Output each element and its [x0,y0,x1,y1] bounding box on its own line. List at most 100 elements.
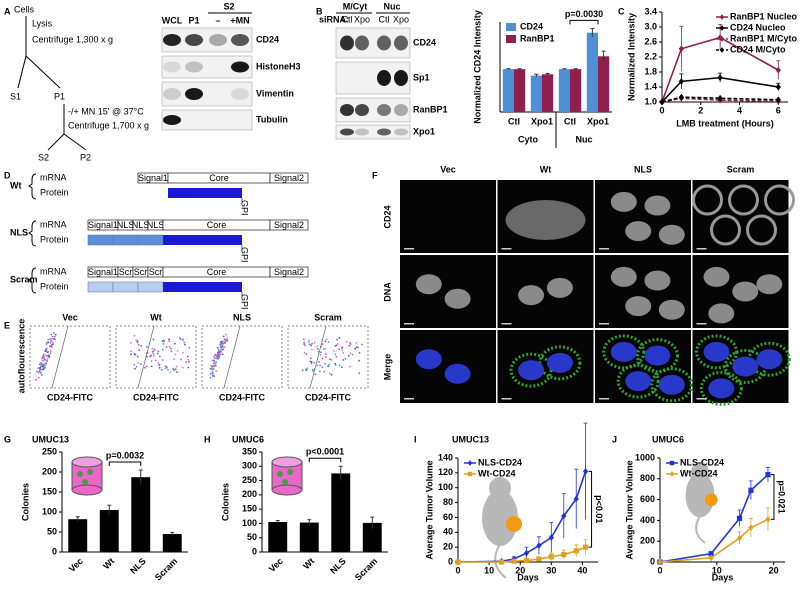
y-tick-label: 150 [242,504,257,514]
flow-dot [220,348,223,351]
scale-bar [501,323,512,325]
chart-title: UMUC6 [652,434,684,444]
flow-dot [223,346,226,348]
flow-dot [37,376,40,379]
flow-dot [213,365,216,367]
y-tick-label: 300 [242,461,257,471]
flow-dot [209,372,212,375]
y-tick-label: 250 [242,475,257,485]
cell-stain [710,214,741,246]
flow-dot [303,343,306,346]
brace [28,220,37,247]
flow-dot [345,340,348,343]
scheme-line [63,133,87,151]
nucleus [644,270,671,291]
flow-x-label: CD24-FITC [133,392,180,402]
flow-dot [308,341,310,343]
flow-dot [165,346,168,348]
marker [678,45,684,53]
blot-lane: +MN [230,15,249,25]
flow-dot [53,332,55,334]
blot-band [163,61,181,73]
dish-colony [77,471,83,477]
flow-dot [157,350,160,352]
marker [536,556,542,562]
flow-dot [327,341,330,343]
image-row: CD24 [382,205,392,228]
dish-icon [71,456,103,468]
flow-dot [217,351,219,354]
flow-dot [42,364,45,367]
significance-bracket [308,457,342,463]
dish-colony [282,479,288,485]
mrna-segment-label: Scr [149,267,163,277]
flow-dot [217,349,220,352]
y-tick-label: 200 [640,536,655,546]
flow-dot [312,370,315,372]
blot-group: M/Cyt [343,1,368,11]
bar [331,473,351,552]
flow-dot [140,363,142,366]
blot-row-label: Vimentin [256,88,294,98]
marker [775,66,781,74]
legend-swatch [506,23,516,31]
y-tick-label: 400 [640,515,655,525]
flow-dot [309,360,312,363]
y-tick-label: 3.0 [644,21,657,31]
blot-strip [335,124,411,140]
y-axis-label: Colonies [220,483,230,521]
flow-dot [134,353,137,356]
flow-dot [158,355,161,358]
legend-label: CD24 Nucleo [730,22,786,32]
flow-dot [222,348,224,351]
flow-dot [324,363,327,365]
mrna-segment [269,172,309,184]
cell-stain [728,184,759,216]
significance-bracket [770,474,775,520]
mrna-segment-label: NLS [117,220,135,230]
blot-row-label: Tubulin [256,114,288,124]
flow-dot [181,366,184,369]
blot-row-label: HistoneH3 [256,61,301,71]
x-tick-label: NLS [328,556,348,576]
marker [717,34,723,41]
y-tick-label: 140 [438,452,453,462]
blot-band [394,70,408,86]
flow-dot [49,344,52,347]
blot-band [355,128,369,136]
nucleus [644,345,671,366]
gpi-label: GPI [240,294,250,310]
flow-dot [162,343,165,345]
y-tick-label: 2.6 [644,36,657,46]
flow-dot [338,337,341,339]
scheme-node: P2 [80,152,91,162]
blot-lane: Xpo [393,14,409,24]
flow-dot [39,366,42,368]
panel-letter: H [204,434,211,444]
flow-dot [321,343,324,346]
chart-title: UMUC13 [452,434,489,444]
blot-lane: WCL [162,15,183,25]
y-tick-label: 1.0 [644,96,657,106]
blot-sirna: siRNA: [319,14,349,24]
flow-dot [144,366,146,369]
flow-dot [51,335,54,338]
flow-dot [164,365,167,367]
scheme-node: P1 [54,91,65,101]
flow-dot [40,368,43,371]
construct-protein: Protein [40,234,69,244]
marker [548,534,554,541]
flow-dot [42,359,45,362]
nucleus [658,224,685,245]
significance-bracket [588,470,593,548]
legend-marker [669,471,675,477]
flow-dot [47,338,50,341]
y-tick-label: 60 [443,512,453,522]
group-label: Nuc [575,134,592,144]
blot-band [394,35,408,51]
flow-dot [42,367,45,370]
flow-dot [324,340,327,343]
flow-x-label: CD24-FITC [47,392,94,402]
series-line [661,76,779,103]
